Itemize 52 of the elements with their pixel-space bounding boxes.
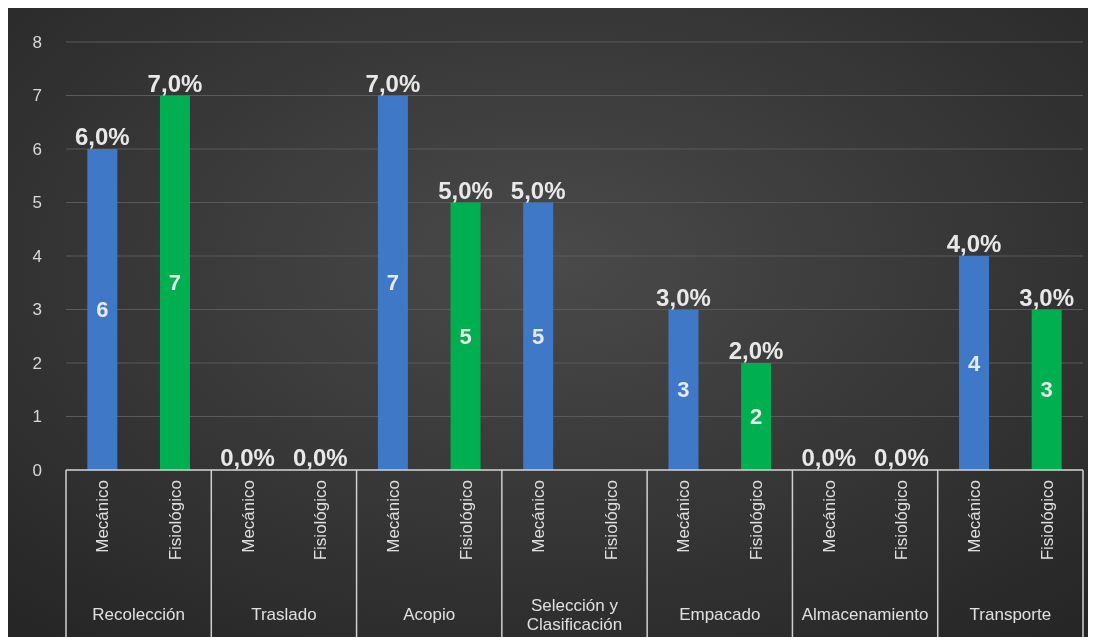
y-tick-label: 7 — [32, 86, 42, 106]
y-tick-label: 8 — [32, 32, 42, 52]
data-label: 7 — [386, 270, 400, 296]
y-tick-label: 4 — [32, 246, 42, 266]
x-tick-label: Acopio — [403, 605, 456, 624]
y-tick-label: 2 — [32, 353, 42, 373]
data-label: 3 — [1040, 377, 1053, 403]
annotation: 0,0% — [874, 444, 929, 471]
text: Mecánico — [383, 480, 403, 553]
y-tick-label: 6 — [32, 139, 42, 159]
data-label: 7 — [168, 270, 182, 296]
annotation: 5,0% — [438, 176, 493, 204]
y-tick-label: 1 — [32, 407, 42, 427]
annotation: 0,0% — [220, 444, 275, 471]
data-label: 5 — [532, 323, 545, 349]
text: Mecánico — [965, 480, 985, 553]
x-tick-label: Traslado — [251, 605, 317, 624]
annotation: 4,0% — [946, 230, 1002, 257]
y-tick-label: 5 — [32, 193, 42, 213]
annotation: 6,0% — [74, 123, 130, 150]
x-tick-label: Recolección — [92, 605, 185, 624]
data-label: 4 — [967, 350, 981, 376]
text: Mecánico — [674, 480, 694, 553]
text: Mecánico — [238, 480, 258, 553]
x-tick-label: Almacenamiento — [801, 605, 929, 624]
text: Mecánico — [93, 480, 113, 553]
x-tick-label: Empacado — [679, 605, 761, 624]
text: Fisiológico — [601, 480, 621, 561]
text: Fisiológico — [165, 480, 185, 561]
annotation: 0,0% — [292, 444, 348, 471]
data-label: 3 — [677, 377, 690, 403]
text: Fisiológico — [892, 480, 912, 561]
text: Fisiológico — [311, 480, 331, 561]
data-label: 2 — [749, 404, 763, 430]
text: Fisiológico — [747, 480, 767, 561]
y-tick-label: 3 — [32, 300, 42, 320]
text: Mecánico — [819, 480, 839, 553]
data-label: 5 — [459, 323, 472, 349]
annotation: 0,0% — [801, 444, 857, 471]
x-tick-label: Transporte — [969, 605, 1052, 624]
annotation: 5,0% — [510, 176, 566, 204]
text: Fisiológico — [456, 480, 476, 561]
data-label: 6 — [96, 297, 109, 323]
annotation: 7,0% — [365, 69, 421, 97]
annotation: 7,0% — [147, 69, 203, 97]
text: Mecánico — [529, 480, 549, 553]
annotation: 2,0% — [728, 337, 784, 364]
annotation: 3,0% — [1019, 283, 1075, 311]
x-tick-label: Selección y Clasificación — [526, 596, 623, 634]
text: Fisiológico — [1037, 480, 1057, 561]
y-tick-label: 0 — [32, 460, 42, 480]
annotation: 3,0% — [656, 283, 711, 311]
